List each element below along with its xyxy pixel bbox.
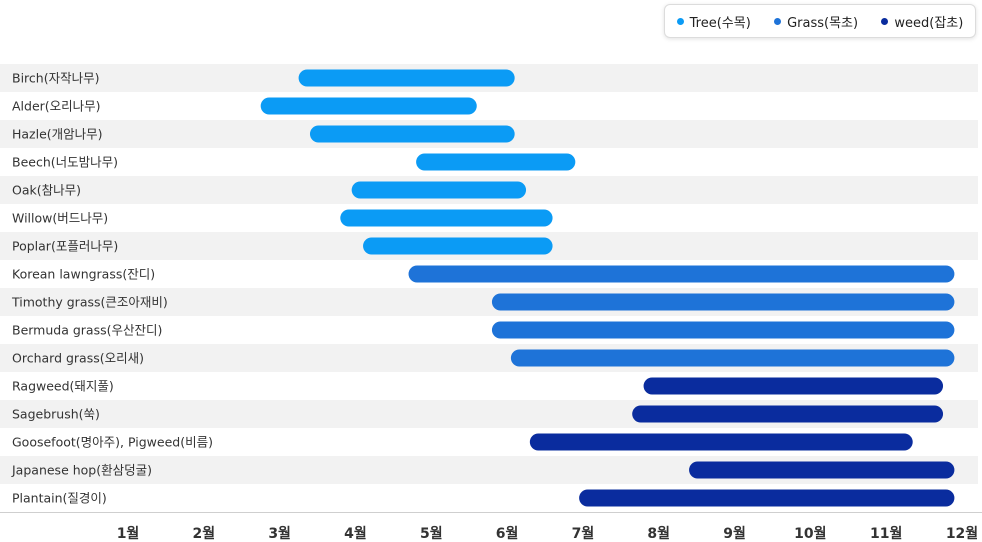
legend-item-grass: Grass(목초) — [774, 12, 858, 31]
row-label: Timothy grass(큰조아재비) — [11, 295, 168, 310]
row-label: Japanese hop(환삼덩굴) — [11, 463, 152, 478]
legend-dot-grass — [774, 17, 782, 25]
row-label: Oak(참나무) — [12, 183, 81, 198]
legend-label-grass: Grass(목초) — [787, 15, 859, 31]
x-tick-label: 7월 — [572, 525, 595, 542]
legend-dot-weed — [881, 17, 889, 25]
bar-grass — [510, 349, 955, 367]
row-label: Poplar(포플러나무) — [12, 239, 118, 254]
legend-item-tree: Tree(수목) — [676, 12, 751, 31]
chart-legend: Tree(수목) Grass(목초) weed(잡초) — [664, 4, 976, 38]
legend-item-weed: weed(잡초) — [881, 12, 963, 31]
row-label: Bermuda grass(우산잔디) — [12, 323, 162, 338]
legend-label-tree: Tree(수목) — [689, 15, 751, 31]
x-tick-label: 11월 — [870, 525, 902, 542]
x-tick-label: 4월 — [344, 525, 367, 542]
x-tick-label: 8월 — [647, 525, 670, 542]
x-tick-label: 1월 — [117, 525, 140, 542]
x-tick-label: 3월 — [268, 525, 291, 542]
x-tick-label: 6월 — [496, 525, 519, 542]
row-label: Hazle(개암나무) — [12, 127, 103, 142]
bar-grass — [491, 321, 955, 339]
x-tick-label: 5월 — [420, 525, 443, 542]
row-label: Plantain(질경이) — [12, 491, 107, 506]
bar-tree — [260, 97, 477, 115]
bar-weed — [579, 489, 955, 507]
bar-weed — [689, 461, 955, 479]
row-label: Ragweed(돼지풀) — [12, 379, 114, 394]
x-tick-label: 10월 — [794, 525, 826, 542]
bar-tree — [416, 153, 576, 171]
legend-label-weed: weed(잡초) — [894, 15, 964, 31]
bar-tree — [363, 237, 553, 255]
row-label: Korean lawngrass(잔디) — [12, 267, 155, 282]
bar-grass — [408, 265, 955, 283]
row-label: Orchard grass(오리새) — [12, 351, 144, 366]
row-label: Beech(너도밤나무) — [12, 155, 118, 170]
bar-tree — [309, 125, 515, 143]
legend-dot-tree — [676, 17, 684, 25]
bar-tree — [298, 69, 515, 87]
bar-tree — [340, 209, 553, 227]
row-label: Goosefoot(명아주), Pigweed(비름) — [12, 435, 213, 450]
row-label: Birch(자작나무) — [12, 71, 99, 86]
bar-weed — [529, 433, 913, 451]
row-label: Sagebrush(쑥) — [12, 407, 100, 422]
x-tick-label: 12월 — [946, 525, 978, 542]
x-tick-label: 2월 — [193, 525, 216, 542]
x-tick-label: 9월 — [723, 525, 746, 542]
bar-weed — [643, 377, 944, 395]
bar-grass — [491, 293, 955, 311]
row-label: Alder(오리나무) — [12, 99, 101, 114]
row-label: Willow(버드나무) — [12, 211, 108, 226]
bar-weed — [632, 405, 944, 423]
bar-tree — [351, 181, 527, 199]
